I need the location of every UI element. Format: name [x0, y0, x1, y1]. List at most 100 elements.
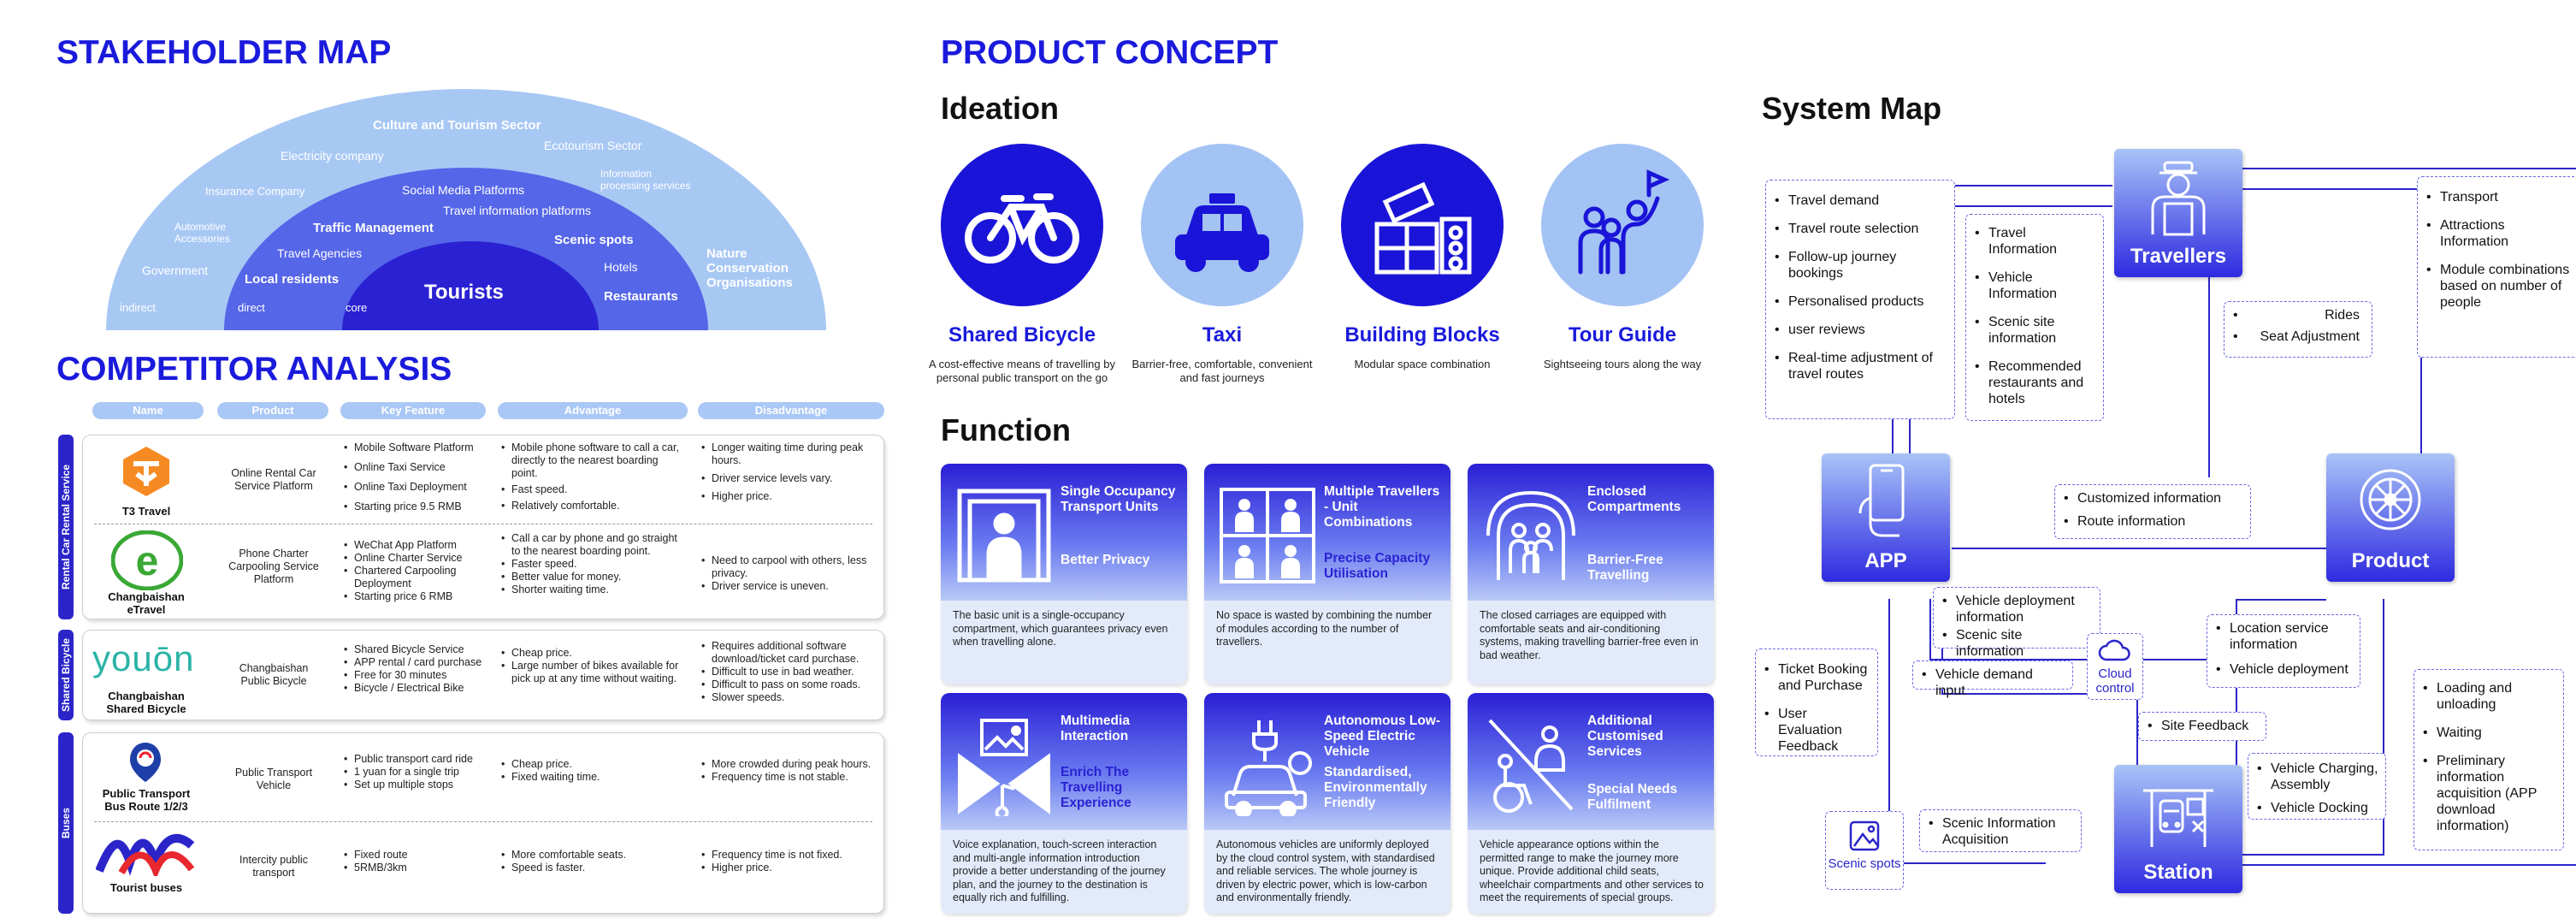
disadvantage-item: Need to carpool with others, less privac…	[701, 554, 879, 580]
feature-item: Chartered Carpooling Deployment	[344, 565, 494, 590]
disadvantage-item: Higher price.	[701, 490, 879, 503]
system-item: Vehicle Charging, Assembly	[2255, 761, 2378, 793]
scenic-info-box: Scenic Information Acquisition	[1919, 809, 2082, 852]
advantage-item: Cheap price.	[501, 647, 682, 660]
advantage-item: Large number of bikes available for pick…	[501, 660, 682, 685]
stakeholder-item: indirect	[120, 301, 156, 314]
function-subtitle: Enrich The Travelling Experience	[1061, 765, 1131, 810]
cloud-icon	[2098, 639, 2130, 661]
electric-vehicle-icon	[1225, 720, 1312, 816]
advantage-item: Fast speed.	[501, 483, 682, 496]
family-umbrella-icon	[1486, 490, 1575, 580]
header-product: Product	[217, 402, 328, 419]
system-item: Preliminary information acquisition (APP…	[2421, 753, 2556, 834]
competitor-name: Tourist buses	[109, 881, 183, 894]
feature-item: Starting price 9.5 RMB	[344, 500, 494, 513]
function-desc: No space is wasted by combining the numb…	[1216, 609, 1433, 648]
function-desc: Vehicle appearance options within the pe…	[1480, 838, 1704, 903]
stakeholder-item: Travel information platforms	[443, 204, 591, 217]
function-desc: Autonomous vehicles are uniformly deploy…	[1216, 838, 1435, 903]
disadvantage-item: Driver service levels vary.	[701, 472, 879, 485]
product-cell: Changbaishan Public Bicycle	[239, 662, 309, 687]
feature-item: Set up multiple stops	[344, 779, 494, 791]
competitor-title: COMPETITOR ANALYSIS	[56, 351, 452, 388]
stakeholder-item: Nature Conservation Organisations	[706, 246, 793, 290]
advantage-item: Shorter waiting time.	[501, 583, 682, 596]
demand-input-box: Vehicle demand input	[1912, 660, 2073, 698]
system-item: Scenic site information	[1941, 627, 2093, 660]
multimedia-icon	[958, 719, 1050, 816]
feature-item: Online Charter Service	[344, 552, 494, 565]
category-rental: Rental Car Rental Service	[58, 435, 74, 619]
concept-title: PRODUCT CONCEPT	[941, 34, 1279, 71]
system-item: Real-time adjustment of travel routes	[1773, 350, 1947, 382]
ideation-title-item: Shared Bicycle	[948, 323, 1096, 346]
disadvantage-item: More crowded during peak hours.	[701, 758, 879, 771]
ideation-desc: A cost-effective means of travelling by …	[929, 358, 1115, 384]
svg-text:e: e	[136, 539, 159, 584]
category-label: Rental Car Rental Service	[60, 464, 72, 590]
function-desc: The closed carriages are equipped with c…	[1480, 609, 1699, 661]
header-key-feature: Key Feature	[340, 402, 486, 419]
disadvantages-cell: Frequency time is not fixed.Higher price…	[701, 849, 879, 874]
ticket-box: Ticket Booking and Purchase User Evaluati…	[1755, 649, 1878, 756]
system-item: Waiting	[2421, 725, 2556, 741]
advantage-item: Mobile phone software to call a car, dir…	[501, 441, 682, 480]
function-desc: The basic unit is a single-occupancy com…	[953, 609, 1168, 648]
stakeholder-item: Restaurants	[604, 289, 678, 304]
disadvantage-item: Longer waiting time during peak hours.	[701, 441, 879, 467]
charging-box: Vehicle Charging, Assembly Vehicle Dockin…	[2248, 753, 2386, 820]
node-label: Station	[2143, 861, 2213, 884]
advantage-item: Fixed waiting time.	[501, 771, 682, 784]
system-item: Vehicle Information	[1973, 270, 2096, 302]
features-cell: Fixed route5RMB/3km	[344, 849, 494, 874]
function-title: Autonomous Low-Speed Electric Vehicle	[1324, 714, 1441, 759]
scenic-spots-node: Scenic spots	[1825, 811, 1904, 890]
features-cell: Public transport card ride1 yuan for a s…	[344, 753, 494, 791]
loading-box: Loading and unloading Waiting Preliminary …	[2414, 669, 2564, 850]
disadvantage-item: Difficult to use in bad weather.	[701, 666, 879, 678]
tourist-bus-logo	[95, 828, 195, 880]
app-node: APP	[1822, 453, 1950, 582]
disadvantages-cell: Longer waiting time during peak hours. Dr…	[701, 441, 879, 503]
category-label: Buses	[60, 807, 72, 839]
advantages-cell: Mobile phone software to call a car, dir…	[501, 441, 682, 512]
function-subtitle: Special Needs Fulfilment	[1587, 782, 1678, 812]
disadvantage-item: Higher price.	[701, 862, 879, 874]
core-ring-label: core	[346, 301, 368, 314]
wheelchair-icon	[1488, 719, 1574, 813]
advantage-item: Cheap price.	[501, 758, 682, 771]
category-label: Shared Bicycle	[60, 637, 72, 713]
tour-guide-icon	[1578, 169, 1670, 275]
etravel-logo: e	[110, 530, 184, 591]
ideation-title-item: Building Blocks	[1344, 323, 1500, 346]
product-cell: Intercity public transport	[239, 854, 308, 879]
train-station-icon	[2143, 789, 2213, 847]
rides-box: Rides Seat Adjustment	[2224, 301, 2372, 358]
competitor-name: Changbaishan eTravel	[108, 590, 185, 616]
system-item: Scenic Information Acquisition	[1927, 815, 2074, 848]
product-cell: Public Transport Vehicle	[234, 767, 313, 791]
system-item: Recommended restaurants and hotels	[1973, 358, 2096, 407]
stakeholder-item: Travel Agencies	[277, 246, 363, 260]
function-card: Single Occupancy Transport Units Better …	[941, 464, 1187, 684]
traveller-needs-box: Travel demand Travel route selection Follo…	[1765, 180, 1955, 419]
stakeholder-item: Automotive Accessories	[174, 221, 230, 245]
ideation-desc: Barrier-free, comfortable, convenient an…	[1131, 358, 1313, 384]
system-item: Vehicle demand input	[1920, 666, 2065, 699]
function-title: Multiple Travellers - Unit Combinations	[1324, 484, 1440, 530]
function-card: Autonomous Low-Speed Electric Vehicle St…	[1204, 693, 1450, 914]
system-item: Travel Information	[1973, 225, 2096, 258]
header-name: Name	[92, 402, 204, 419]
competitor-name: Changbaishan Shared Bicycle	[106, 690, 186, 715]
stakeholder-item: Insurance Company	[205, 185, 305, 198]
ideation-desc: Modular space combination	[1354, 358, 1491, 370]
advantages-cell: Cheap price.Large number of bikes availa…	[501, 647, 682, 685]
function-subtitle: Precise Capacity Utilisation	[1324, 551, 1431, 581]
phone-icon	[1858, 464, 1905, 537]
function-subtitle: Barrier-Free Travelling	[1587, 553, 1663, 583]
system-item: User Evaluation Feedback	[1763, 706, 1870, 755]
system-item: user reviews	[1773, 322, 1947, 338]
system-item: Seat Adjustment	[2231, 329, 2360, 345]
function-card: Multiple Travellers - Unit Combinations …	[1204, 464, 1450, 684]
